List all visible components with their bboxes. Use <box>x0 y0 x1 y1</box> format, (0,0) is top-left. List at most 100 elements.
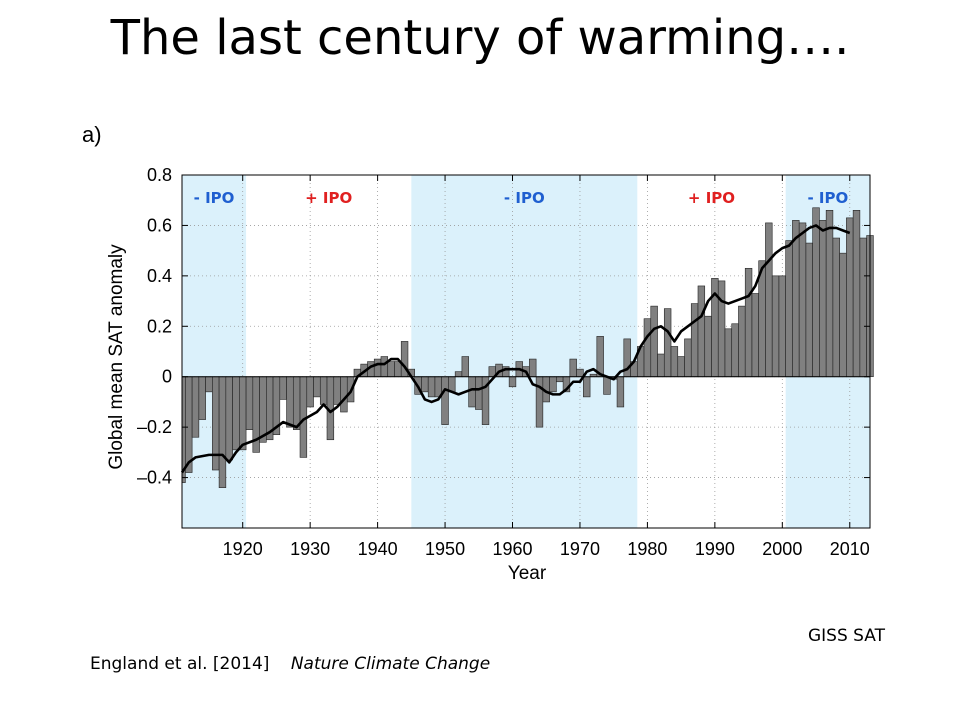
bar-1952 <box>454 371 463 378</box>
x-tick-label-2: 1940 <box>358 539 398 559</box>
bar-1970 <box>576 368 584 378</box>
bar-1954 <box>468 376 476 408</box>
bar-2000 <box>778 275 786 378</box>
x-tick-label-0: 1920 <box>223 539 263 559</box>
smoothed-line <box>180 224 851 474</box>
y-axis-label: Global mean SAT anomaly <box>106 244 127 470</box>
bar-1973 <box>596 336 604 378</box>
ipo-label-0: - IPO <box>194 189 235 207</box>
bar-1996 <box>751 293 760 378</box>
bar-1948 <box>427 376 436 398</box>
ipo-shade-0 <box>182 175 247 528</box>
ipo-label-1: + IPO <box>305 189 352 207</box>
x-tick-label-9: 2010 <box>830 539 870 559</box>
x-tick-label-5: 1970 <box>560 539 600 559</box>
bar-1995 <box>744 267 753 378</box>
bar-1934 <box>333 376 341 405</box>
x-axis-label: Year <box>508 563 547 584</box>
bar-1940 <box>373 358 382 378</box>
bar-1966 <box>549 376 557 393</box>
bar-1960 <box>508 376 517 388</box>
bar-1927 <box>286 376 294 428</box>
bar-1918 <box>225 376 233 461</box>
x-tick-label-1: 1930 <box>290 539 330 559</box>
bar-1953 <box>461 356 469 378</box>
ipo-label-4: - IPO <box>807 189 848 207</box>
bar-1931 <box>313 376 321 398</box>
bar-1935 <box>340 376 348 413</box>
plot-frame <box>181 174 871 529</box>
x-tick-label-3: 1950 <box>425 539 465 559</box>
bar-1989 <box>704 315 712 378</box>
bar-1997 <box>758 260 766 378</box>
bar-1993 <box>731 323 739 378</box>
bar-1987 <box>690 303 699 378</box>
bar-1915 <box>205 376 213 393</box>
bar-1950 <box>441 376 449 425</box>
bar-1980 <box>643 318 652 378</box>
bar-1932 <box>319 376 328 405</box>
bar-1991 <box>717 280 726 378</box>
bar-2006 <box>819 220 827 378</box>
anomaly-bars <box>181 207 874 488</box>
bar-2010 <box>846 217 854 378</box>
bar-1983 <box>663 308 672 378</box>
bar-1967 <box>556 376 564 383</box>
y-tick-label-4: 0 <box>162 367 172 387</box>
bar-1988 <box>697 285 706 378</box>
bar-2012 <box>859 237 867 378</box>
bar-1917 <box>218 376 227 488</box>
panel-label: a) <box>82 122 102 147</box>
bar-1976 <box>616 376 625 408</box>
bar-1955 <box>475 376 483 410</box>
bar-1943 <box>394 361 402 378</box>
bar-1984 <box>670 346 679 378</box>
bar-1971 <box>583 376 591 398</box>
bar-1963 <box>529 358 537 378</box>
bar-2007 <box>825 210 834 378</box>
slide-title: The last century of warming…. <box>110 10 850 66</box>
y-tick-label-3: 0.2 <box>147 316 172 336</box>
x-tick-label-6: 1980 <box>627 539 667 559</box>
x-tick-label-8: 2000 <box>762 539 802 559</box>
bar-1926 <box>279 376 287 400</box>
bar-1919 <box>232 376 240 451</box>
y-tick-label-5: –0.2 <box>137 417 172 437</box>
bar-1981 <box>650 305 658 378</box>
source-label: GISS SAT <box>808 626 885 646</box>
bar-1921 <box>245 376 254 430</box>
y-axis-ticks: 0.8 0.6 0.4 0.2 0 –0.2 –0.4 <box>137 165 870 488</box>
bar-1912 <box>185 376 193 473</box>
x-tick-label-7: 1990 <box>695 539 735 559</box>
y-tick-label-2: 0.4 <box>147 266 172 286</box>
bar-1992 <box>724 328 733 378</box>
bar-2001 <box>785 240 793 378</box>
bar-1930 <box>306 376 314 408</box>
x-tick-label-4: 1960 <box>492 539 532 559</box>
bar-1969 <box>569 358 577 378</box>
bar-2002 <box>792 220 800 378</box>
ipo-label-2: - IPO <box>504 189 545 207</box>
bar-1928 <box>292 376 301 430</box>
y-tick-label-6: –0.4 <box>137 468 172 488</box>
citation-authors: England et al. [2014] <box>90 654 270 674</box>
bar-2008 <box>832 237 840 378</box>
bar-1985 <box>677 356 685 378</box>
ipo-phase-labels: - IPO + IPO - IPO + IPO - IPO <box>194 189 849 207</box>
bar-1941 <box>380 356 389 378</box>
citation: England et al. [2014] Nature Climate Cha… <box>90 654 490 674</box>
ipo-label-3: + IPO <box>688 189 735 207</box>
bar-1999 <box>771 275 780 378</box>
bar-2003 <box>798 222 807 378</box>
citation-journal: Nature Climate Change <box>290 654 491 674</box>
plot-border <box>181 174 871 529</box>
bar-2009 <box>839 252 847 378</box>
bar-1914 <box>198 376 206 420</box>
bar-1947 <box>421 376 429 393</box>
bar-1986 <box>684 338 692 378</box>
bar-1998 <box>765 222 773 378</box>
bar-1982 <box>657 353 665 378</box>
bar-1994 <box>738 305 746 378</box>
bar-2004 <box>805 242 813 378</box>
